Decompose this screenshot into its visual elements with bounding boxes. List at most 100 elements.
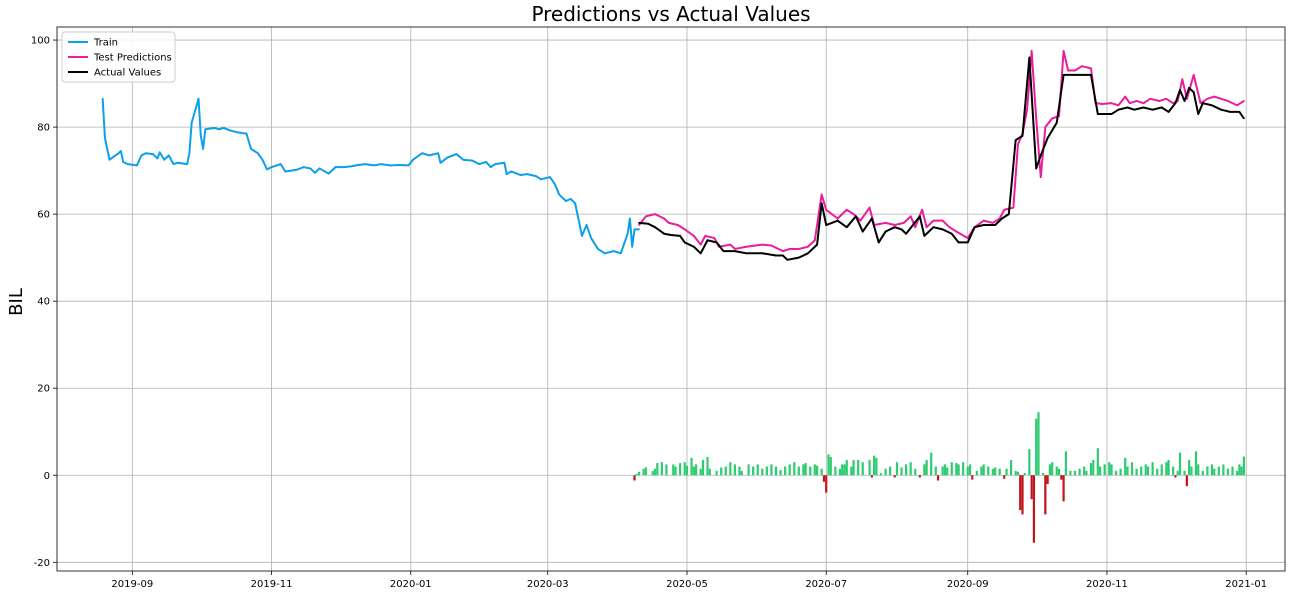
- data-point-test-predictions: [1117, 104, 1120, 107]
- data-point-actual-values: [816, 243, 818, 246]
- error-bar: [957, 464, 960, 476]
- grid-lines: [57, 27, 1285, 571]
- error-bar: [1035, 418, 1038, 476]
- data-point-actual-values: [1001, 217, 1003, 220]
- data-point-actual-values: [905, 232, 907, 235]
- data-point-test-predictions: [902, 221, 905, 224]
- data-point-actual-values: [647, 222, 650, 225]
- data-point-train: [590, 237, 593, 239]
- data-point-actual-values: [1238, 110, 1241, 113]
- error-bar: [679, 463, 682, 476]
- data-point-train: [163, 158, 166, 161]
- data-point-actual-values: [861, 230, 864, 233]
- data-point-actual-values: [950, 232, 953, 235]
- chart-title: Predictions vs Actual Values: [531, 2, 810, 26]
- data-point-test-predictions: [683, 228, 686, 231]
- data-point-actual-values: [1021, 134, 1024, 137]
- data-point-actual-values: [1211, 104, 1213, 107]
- data-point-actual-values: [884, 230, 887, 233]
- error-bar: [893, 475, 896, 478]
- error-bar: [642, 468, 645, 476]
- error-bar: [925, 460, 928, 476]
- data-point-train: [302, 166, 305, 169]
- error-bar: [1078, 468, 1081, 476]
- data-point-actual-values: [1039, 154, 1042, 157]
- data-point-actual-values: [1201, 102, 1204, 105]
- data-point-actual-values: [877, 241, 880, 244]
- data-point-train: [122, 161, 125, 163]
- error-bar: [1126, 466, 1129, 476]
- data-point-train: [202, 147, 204, 150]
- data-point-train: [177, 161, 179, 164]
- data-point-train: [581, 235, 583, 237]
- data-point-actual-values: [1229, 110, 1232, 113]
- data-point-actual-values: [1046, 137, 1049, 139]
- y-tick-label: 20: [37, 384, 50, 395]
- data-point-test-predictions: [982, 219, 985, 222]
- data-point-test-predictions: [825, 208, 828, 211]
- error-bar: [1197, 464, 1200, 476]
- data-point-actual-values: [1151, 108, 1154, 111]
- legend-box: [61, 31, 176, 83]
- error-bar: [1178, 452, 1182, 476]
- data-point-actual-values: [699, 252, 702, 255]
- error-bar: [946, 467, 949, 476]
- data-point-test-predictions: [1165, 97, 1168, 100]
- error-bar: [633, 475, 636, 481]
- error-bar: [943, 464, 946, 476]
- error-bar: [962, 462, 965, 476]
- data-point-test-predictions: [729, 243, 732, 246]
- x-tick-label: 2020-05: [666, 579, 708, 590]
- data-point-train: [188, 152, 191, 155]
- error-bar: [729, 462, 732, 476]
- data-point-test-predictions: [955, 230, 958, 233]
- error-bar: [980, 466, 983, 476]
- data-point-test-predictions: [909, 215, 912, 218]
- data-point-actual-values: [1028, 56, 1031, 59]
- data-point-test-predictions: [1030, 50, 1033, 52]
- error-bar: [802, 464, 805, 476]
- error-bar: [900, 467, 903, 476]
- data-point-test-predictions: [654, 213, 656, 216]
- data-point-train: [350, 165, 353, 168]
- data-point-train: [503, 161, 506, 164]
- data-point-actual-values: [1160, 106, 1163, 109]
- data-point-train: [145, 152, 147, 155]
- error-bar: [1030, 475, 1033, 500]
- data-point-actual-values: [932, 226, 935, 229]
- data-point-train: [101, 97, 104, 100]
- error-bar: [644, 467, 647, 476]
- data-point-train: [261, 158, 264, 161]
- error-bar: [720, 467, 723, 476]
- series-line-actual-values: [638, 56, 1245, 261]
- data-point-train: [250, 147, 252, 150]
- data-point-test-predictions: [813, 239, 816, 242]
- data-point-actual-values: [994, 224, 997, 226]
- data-point-train: [158, 151, 161, 154]
- error-bar: [1183, 470, 1186, 476]
- data-point-test-predictions: [868, 206, 871, 209]
- error-bar: [1172, 466, 1175, 476]
- error-bar: [843, 464, 846, 476]
- error-bar: [1185, 475, 1188, 487]
- data-point-train: [455, 153, 458, 155]
- error-bar: [827, 454, 830, 476]
- data-point-train: [437, 152, 440, 155]
- error-bar: [1096, 448, 1099, 476]
- error-bar: [923, 464, 926, 476]
- data-point-actual-values: [1090, 73, 1092, 76]
- error-bar: [1023, 473, 1026, 476]
- error-bar: [1062, 475, 1065, 502]
- y-tick-label: 100: [31, 36, 50, 47]
- data-point-train: [505, 173, 508, 176]
- data-point-train: [120, 150, 122, 152]
- data-point-test-predictions: [644, 215, 647, 218]
- data-point-test-predictions: [667, 221, 670, 224]
- error-bar: [1028, 449, 1031, 476]
- data-point-test-predictions: [845, 208, 848, 211]
- error-bar: [994, 467, 997, 476]
- data-point-train: [478, 163, 481, 165]
- error-bar: [1235, 470, 1239, 476]
- data-point-actual-values: [966, 241, 969, 244]
- data-point-train: [334, 166, 337, 169]
